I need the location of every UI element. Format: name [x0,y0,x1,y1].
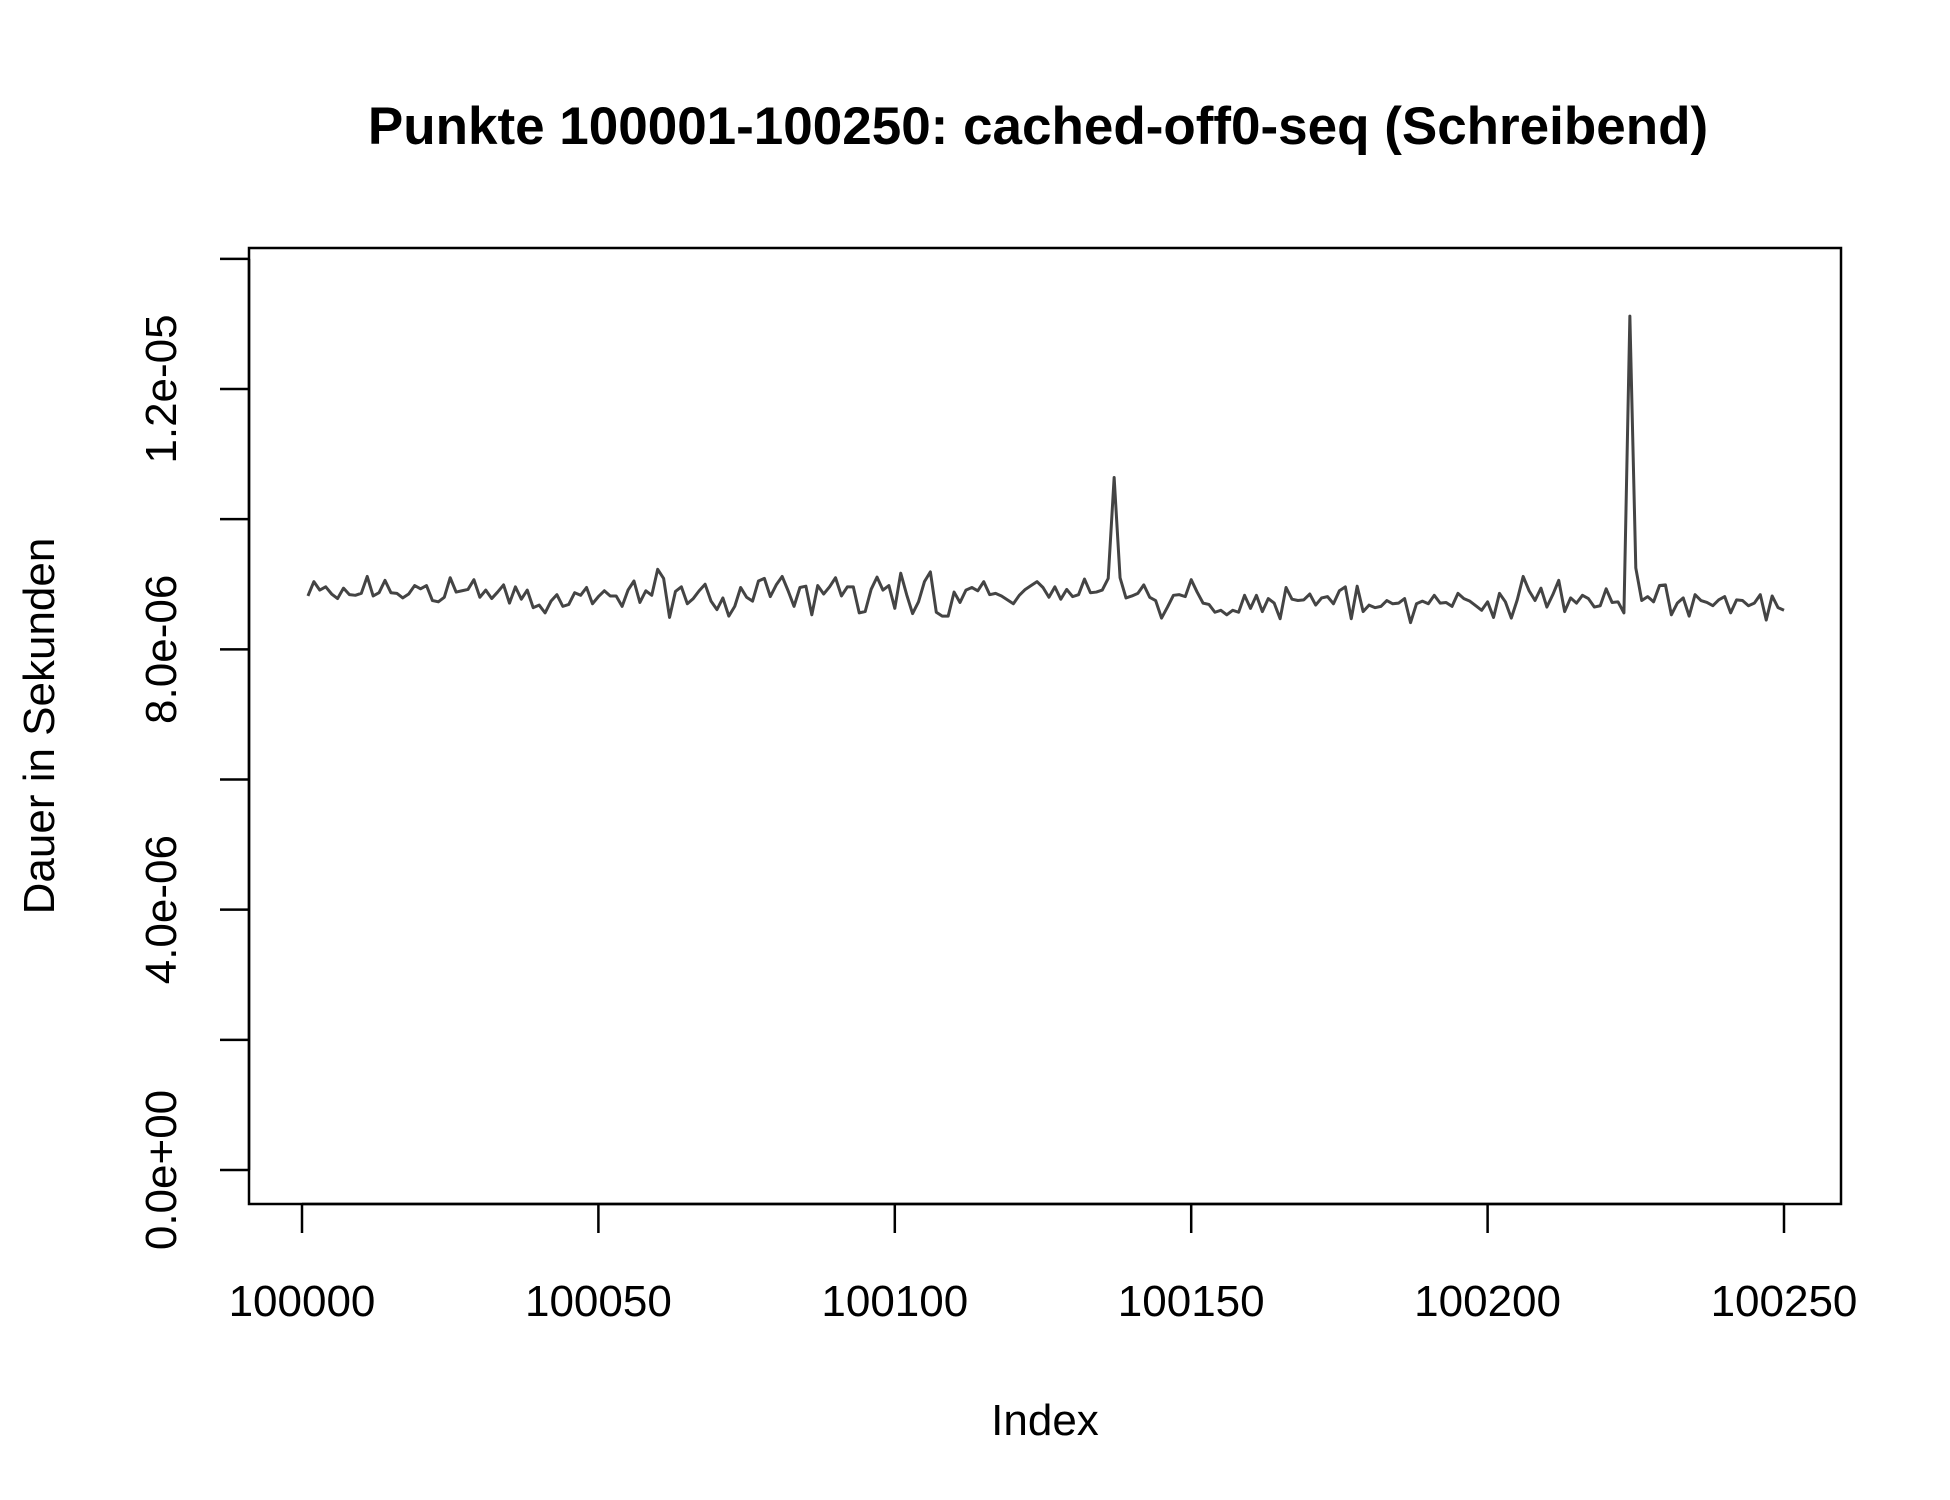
series-line [306,314,1785,625]
y-tick-label: 4.0e-06 [137,835,186,984]
plot-frame [247,246,1843,1206]
x-axis-label: Index [991,1396,1099,1445]
chart-title: Punkte 100001-100250: cached-off0-seq (S… [368,97,1708,156]
x-tick-label: 100100 [821,1277,968,1326]
x-tick-label: 100200 [1414,1277,1561,1326]
y-tick-label: 1.2e-05 [137,314,186,463]
x-tick-label: 100050 [525,1277,672,1326]
y-axis: 0.0e+00 4.0e-06 8.0e-06 1.2e-05 [137,257,251,1250]
x-axis: 100000 100050 100100 100150 100200 100250 [229,1202,1858,1326]
y-tick-label: 8.0e-06 [137,575,186,724]
y-tick-label: 0.0e+00 [137,1090,186,1250]
x-tick-label: 100000 [229,1277,376,1326]
x-tick-label: 100250 [1711,1277,1858,1326]
x-tick-label: 100150 [1118,1277,1265,1326]
y-axis-label: Dauer in Sekunden [15,538,64,915]
